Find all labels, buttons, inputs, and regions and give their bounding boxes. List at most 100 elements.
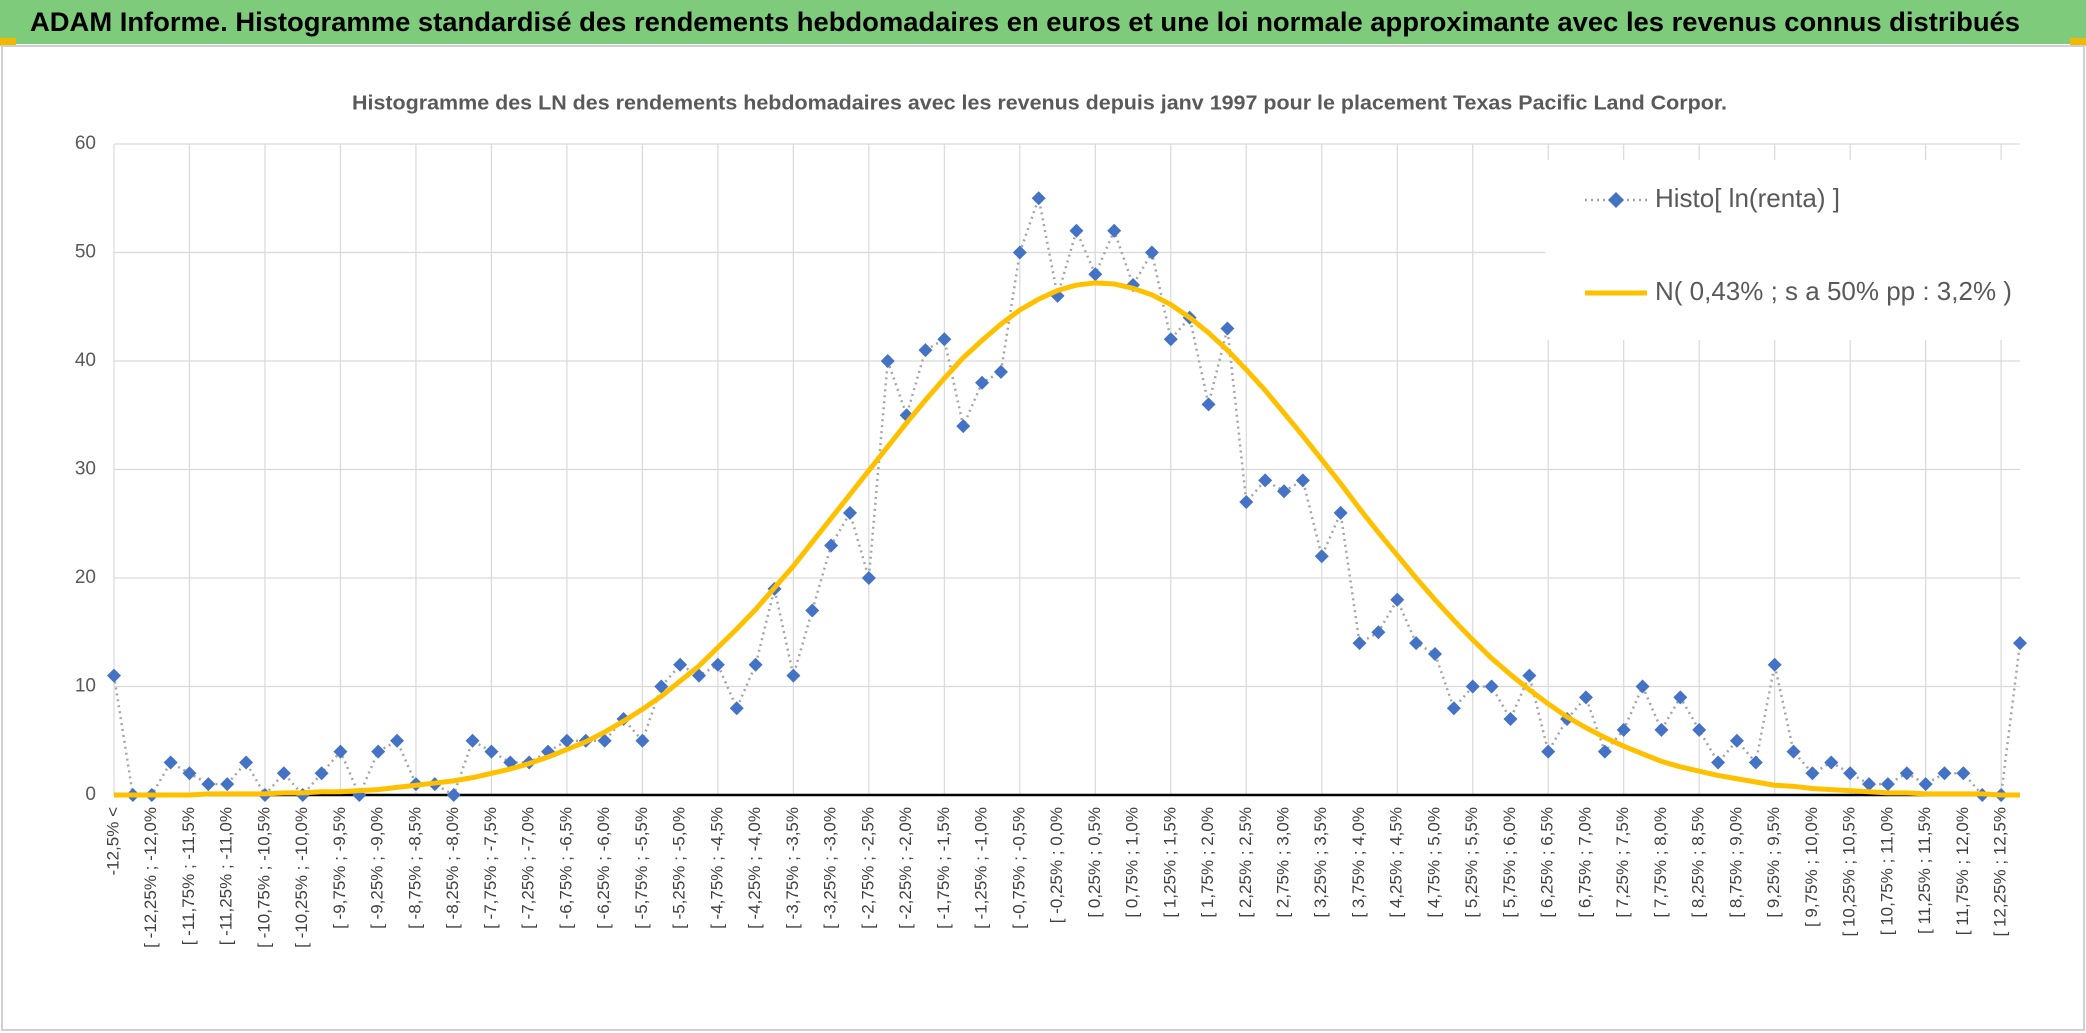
x-tick-label: [ 12,25% ; 12,5% [1991, 807, 2010, 936]
data-point [956, 419, 971, 434]
data-point [729, 701, 744, 716]
data-point [1295, 473, 1310, 488]
data-point [1069, 223, 1084, 238]
data-point [918, 343, 933, 358]
data-point [1692, 722, 1707, 737]
data-point [484, 744, 499, 759]
data-point [1258, 473, 1273, 488]
data-point [748, 657, 763, 672]
data-point [673, 657, 688, 672]
x-tick-label: [ 2,75% ; 3,0% [1274, 807, 1293, 918]
data-point [1012, 245, 1027, 260]
x-tick-label: [ -5,25% ; -5,0% [670, 807, 689, 929]
x-tick-label: [ 9,25% ; 9,5% [1764, 807, 1783, 918]
x-tick-label: [ 8,25% ; 8,5% [1689, 807, 1708, 918]
data-point [1937, 766, 1952, 781]
data-point [201, 777, 216, 792]
data-point [1956, 766, 1971, 781]
data-point [786, 668, 801, 683]
x-tick-label: [ 11,75% ; 12,0% [1953, 807, 1972, 935]
x-tick-label: [ 10,25% ; 10,5% [1840, 807, 1859, 936]
data-point [1748, 755, 1763, 770]
data-point [314, 766, 329, 781]
x-tick-label: [ -10,75% ; -10,5% [254, 807, 273, 948]
data-point [654, 679, 669, 694]
data-point [861, 571, 876, 585]
data-point [465, 733, 480, 748]
x-tick-label: [ -10,25% ; -10,0% [292, 807, 311, 948]
header-title: ADAM Informe. Histogramme standardisé de… [30, 7, 2020, 37]
x-tick-label: [ -8,75% ; -8,5% [405, 807, 424, 929]
series-line [114, 280, 2020, 798]
data-point [182, 766, 197, 781]
corner [2070, 38, 2086, 46]
x-tick-label: [ -11,75% ; -11,5% [179, 807, 198, 945]
data-point [220, 777, 235, 792]
data-point [559, 733, 574, 748]
x-tick-label: [ 11,25% ; 11,5% [1915, 807, 1934, 934]
x-tick-label: [ -1,25% ; -1,0% [972, 807, 991, 929]
data-point [390, 733, 405, 748]
x-tick-label: [ 2,25% ; 2,5% [1236, 807, 1255, 918]
data-point [1465, 679, 1480, 694]
data-point [1333, 505, 1348, 520]
data-point [880, 354, 895, 368]
x-tick-label: [ 3,25% ; 3,5% [1311, 807, 1330, 918]
data-point [1144, 245, 1159, 260]
x-tick-label: [ -6,25% ; -6,0% [594, 807, 613, 929]
data-point [1862, 777, 1877, 792]
data-point [1597, 744, 1612, 759]
y-tick-label: 10 [75, 676, 96, 697]
data-point [1107, 223, 1122, 238]
data-point [1484, 679, 1499, 694]
data-point [1541, 744, 1556, 759]
data-point [1918, 777, 1933, 792]
data-point [239, 755, 254, 770]
data-point [1899, 766, 1914, 781]
data-point [1220, 321, 1235, 336]
data-point [937, 332, 952, 347]
x-tick-label: [ -6,75% ; -6,5% [556, 807, 575, 929]
data-point [1427, 646, 1442, 661]
x-tick-label: [ 9,75% ; 10,0% [1802, 807, 1821, 927]
x-tick-label: [ -4,75% ; -4,5% [707, 807, 726, 929]
x-tick-label: [ 4,25% ; 4,5% [1387, 807, 1406, 918]
data-point [1409, 636, 1424, 651]
x-tick-label: [ -2,75% ; -2,5% [858, 807, 877, 929]
data-point [1371, 625, 1386, 640]
x-tick-label: [ 1,75% ; 2,0% [1198, 807, 1217, 918]
x-tick-label: [ 3,75% ; 4,0% [1349, 807, 1368, 918]
data-point [1767, 657, 1782, 672]
x-tick-label: [ 5,25% ; 5,5% [1462, 807, 1481, 918]
y-tick-label: 20 [75, 567, 96, 588]
x-tick-label: [ 6,75% ; 7,0% [1575, 807, 1594, 918]
x-tick-label: [ -3,75% ; -3,5% [783, 807, 802, 929]
x-tick-label: [ -2,25% ; -2,0% [896, 807, 915, 929]
legend-box [1545, 160, 2023, 340]
data-point [1088, 267, 1103, 282]
data-point [371, 744, 386, 759]
y-tick-label: 50 [75, 242, 96, 263]
data-point [163, 755, 178, 770]
data-point [824, 538, 839, 553]
x-tick-label: [ 10,75% ; 11,0% [1877, 807, 1896, 935]
data-point [1201, 397, 1216, 412]
x-tick-label: [ 0,75% ; 1,0% [1123, 807, 1142, 918]
data-point [1673, 690, 1688, 705]
corner [0, 38, 16, 46]
data-point [1352, 636, 1367, 651]
data-point [1277, 484, 1292, 499]
data-point [1522, 668, 1537, 683]
header-bar [0, 0, 2086, 44]
data-point [1729, 733, 1744, 748]
chart-title: Histogramme des LN des rendements hebdom… [352, 92, 1727, 114]
x-tick-label: [ -7,25% ; -7,0% [519, 807, 538, 929]
data-point [1031, 191, 1046, 206]
data-point [1880, 777, 1895, 792]
x-tick-label: [ -4,25% ; -4,0% [745, 807, 764, 929]
data-point [597, 733, 612, 748]
data-point [1446, 701, 1461, 716]
data-point [1824, 755, 1839, 770]
legend-label: Histo[ ln(renta) ] [1655, 183, 1840, 213]
